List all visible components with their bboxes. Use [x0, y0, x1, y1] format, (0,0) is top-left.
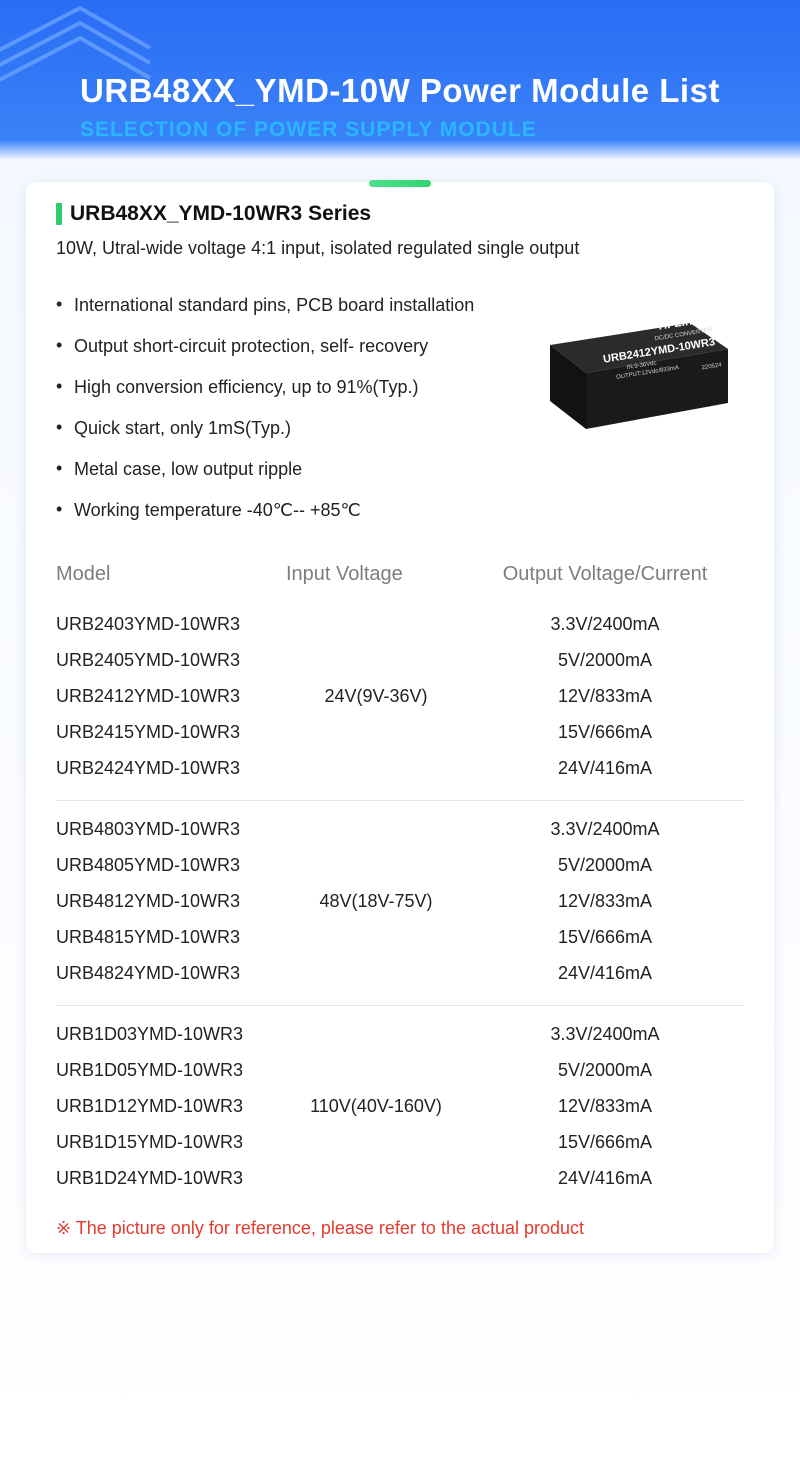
cell-input-voltage: 24V(9V-36V): [286, 686, 466, 707]
feature-item: Quick start, only 1mS(Typ.): [56, 408, 744, 449]
cell-model: URB2424YMD-10WR3: [56, 758, 286, 779]
cell-output: 5V/2000mA: [466, 1060, 744, 1081]
cell-output: 24V/416mA: [466, 758, 744, 779]
cell-model: URB4815YMD-10WR3: [56, 927, 286, 948]
feature-item: International standard pins, PCB board i…: [56, 285, 744, 326]
cell-model: URB1D24YMD-10WR3: [56, 1168, 286, 1189]
spec-card: URB48XX_YMD-10WR3 Series 10W, Utral-wide…: [26, 182, 774, 1253]
cell-input-voltage: 48V(18V-75V): [286, 891, 466, 912]
series-accent-bar: [56, 203, 62, 225]
page-title: URB48XX_YMD-10W Power Module List: [80, 72, 760, 110]
cell-model: URB1D05YMD-10WR3: [56, 1060, 286, 1081]
cell-model: URB4803YMD-10WR3: [56, 819, 286, 840]
cell-output: 3.3V/2400mA: [466, 819, 744, 840]
cell-model: URB2405YMD-10WR3: [56, 650, 286, 671]
col-input-voltage: Input Voltage: [286, 563, 466, 586]
features-list: International standard pins, PCB board i…: [56, 285, 744, 531]
cell-output: 5V/2000mA: [466, 650, 744, 671]
page-subtitle: SELECTION OF POWER SUPPLY MODULE: [80, 118, 760, 142]
page-header: URB48XX_YMD-10W Power Module List SELECT…: [0, 0, 800, 172]
cell-model: URB2412YMD-10WR3: [56, 686, 286, 707]
table-group: URB1D03YMD-10WR3 URB1D05YMD-10WR3 URB1D1…: [56, 1006, 744, 1210]
cell-model: URB4824YMD-10WR3: [56, 963, 286, 984]
table-group: URB2403YMD-10WR3 URB2405YMD-10WR3 URB241…: [56, 596, 744, 801]
cell-model: URB2415YMD-10WR3: [56, 722, 286, 743]
feature-item: Working temperature -40℃-- +85℃: [56, 490, 744, 531]
series-description: 10W, Utral-wide voltage 4:1 input, isola…: [26, 232, 774, 281]
cell-output: 12V/833mA: [466, 686, 744, 707]
card-accent-pill: [369, 180, 431, 187]
col-model: Model: [56, 563, 286, 586]
cell-model: URB4805YMD-10WR3: [56, 855, 286, 876]
series-heading-row: URB48XX_YMD-10WR3 Series: [26, 202, 774, 232]
cell-model: URB1D03YMD-10WR3: [56, 1024, 286, 1045]
spec-table: Model Input Voltage Output Voltage/Curre…: [56, 547, 744, 1210]
cell-model: URB2403YMD-10WR3: [56, 614, 286, 635]
table-group: URB4803YMD-10WR3 URB4805YMD-10WR3 URB481…: [56, 801, 744, 1006]
table-header-row: Model Input Voltage Output Voltage/Curre…: [56, 547, 744, 596]
series-title: URB48XX_YMD-10WR3 Series: [70, 202, 371, 226]
col-output: Output Voltage/Current: [466, 563, 744, 586]
cell-output: 15V/666mA: [466, 1132, 744, 1153]
feature-item: Metal case, low output ripple: [56, 449, 744, 490]
cell-model: URB1D12YMD-10WR3: [56, 1096, 286, 1117]
cell-output: 3.3V/2400mA: [466, 614, 744, 635]
cell-output: 12V/833mA: [466, 891, 744, 912]
cell-model: URB1D15YMD-10WR3: [56, 1132, 286, 1153]
features-block: Hi-Link DC/DC CONVERTER URB2412YMD-10WR3…: [26, 281, 774, 539]
footnote: ※ The picture only for reference, please…: [26, 1210, 774, 1239]
cell-output: 3.3V/2400mA: [466, 1024, 744, 1045]
cell-output: 24V/416mA: [466, 963, 744, 984]
feature-item: Output short-circuit protection, self- r…: [56, 326, 744, 367]
cell-output: 15V/666mA: [466, 722, 744, 743]
cell-output: 12V/833mA: [466, 1096, 744, 1117]
cell-output: 15V/666mA: [466, 927, 744, 948]
cell-model: URB4812YMD-10WR3: [56, 891, 286, 912]
cell-output: 24V/416mA: [466, 1168, 744, 1189]
cell-output: 5V/2000mA: [466, 855, 744, 876]
feature-item: High conversion efficiency, up to 91%(Ty…: [56, 367, 744, 408]
cell-input-voltage: 110V(40V-160V): [286, 1096, 466, 1117]
